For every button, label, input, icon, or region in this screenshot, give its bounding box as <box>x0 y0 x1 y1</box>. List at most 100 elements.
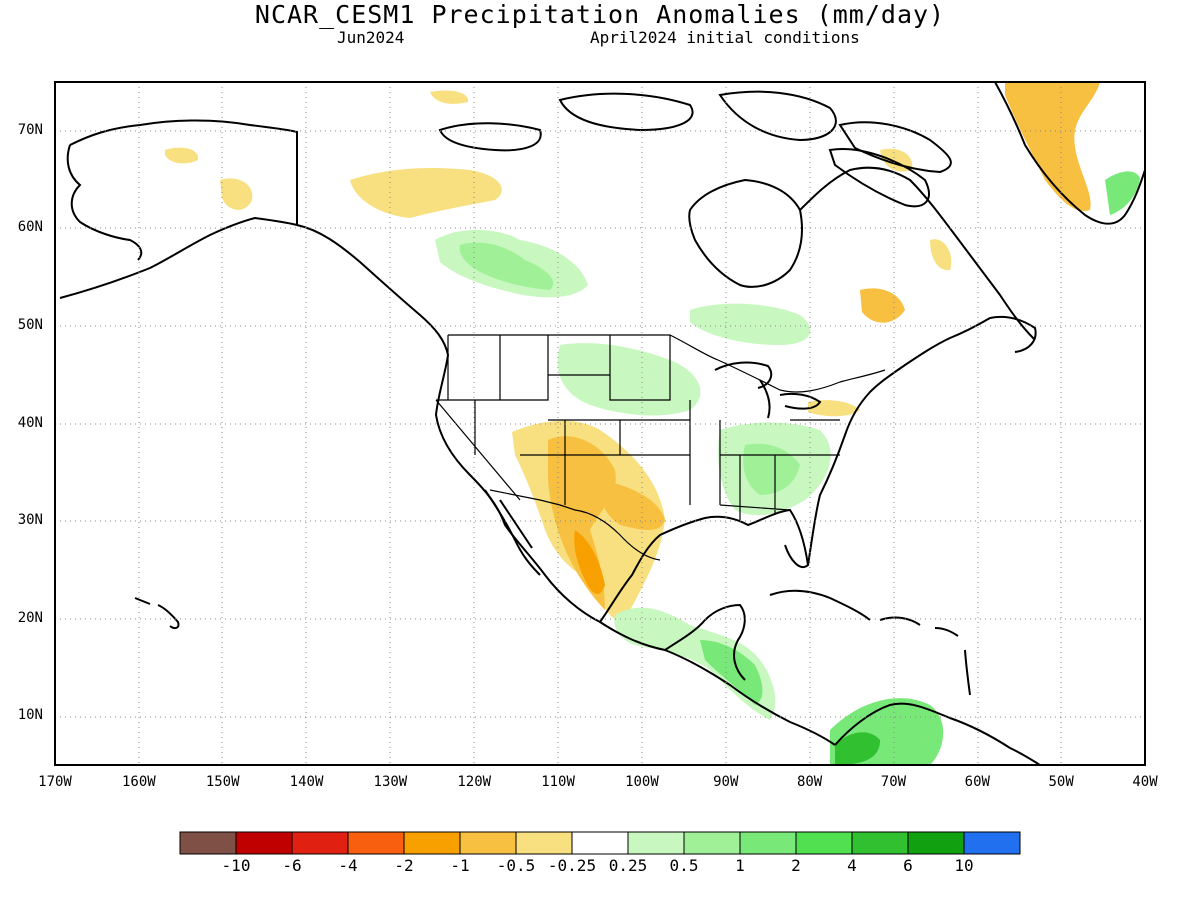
colorbar-label: -2 <box>394 856 414 875</box>
dry-region-texas <box>599 480 665 530</box>
arctic-island-2 <box>558 92 694 132</box>
initial-conditions: April2024 initial conditions <box>590 28 860 47</box>
x-tick-label: 60W <box>964 774 990 790</box>
arctic-island-3 <box>718 90 837 142</box>
map-content <box>55 82 1145 765</box>
colorbar-swatch <box>235 831 293 855</box>
yucatan-coast <box>664 603 746 681</box>
hispaniola <box>879 616 921 626</box>
y-tick-label: 60N <box>17 219 43 236</box>
dry-region-quebec-1 <box>860 288 905 323</box>
chart-title: NCAR_CESM1 Precipitation Anomalies (mm/d… <box>254 0 946 29</box>
south-america-coast <box>834 702 1041 765</box>
colorbar-swatch <box>515 831 573 855</box>
colorbar-label: -1 <box>450 856 470 875</box>
greenland-coast <box>994 82 1145 225</box>
colorbar-swatch <box>291 831 349 855</box>
wet-region-ontario <box>690 303 811 345</box>
map-frame <box>54 81 1146 766</box>
x-tick-label: 110W <box>541 774 575 790</box>
colorbar-label: 10 <box>954 856 974 875</box>
colorbar-label: 4 <box>847 856 857 875</box>
x-tick-label: 50W <box>1048 774 1074 790</box>
colorbar <box>179 831 1021 855</box>
colorbar-label: 0.25 <box>608 856 648 875</box>
colorbar-swatch <box>907 831 965 855</box>
y-tick-label: 10N <box>17 707 43 724</box>
great-lakes <box>714 361 822 419</box>
anomaly-shading <box>165 82 1140 765</box>
x-tick-label: 80W <box>796 774 823 790</box>
colorbar-label: 2 <box>791 856 801 875</box>
coastlines <box>59 82 1145 765</box>
wet-region-central-america-core <box>700 640 763 705</box>
dry-region-alaska-1 <box>220 178 253 210</box>
x-tick-label: 90W <box>713 774 739 790</box>
colorbar-label: 6 <box>903 856 913 875</box>
colorbar-label: -0.5 <box>496 856 536 875</box>
wet-region-northern-plains <box>557 343 701 416</box>
labrador-coast <box>799 166 1036 341</box>
colorbar-swatch <box>627 831 685 855</box>
y-tick-label: 70N <box>17 121 43 138</box>
colorbar-swatch <box>403 831 461 855</box>
hawaii <box>134 597 180 630</box>
arctic-island-4 <box>838 121 952 174</box>
gridlines <box>55 82 1145 765</box>
x-tick-label: 150W <box>205 774 240 790</box>
y-tick-label: 50N <box>17 316 43 333</box>
dry-region-yukon <box>350 168 502 218</box>
colorbar-swatch <box>571 831 629 855</box>
y-tick-label: 30N <box>17 512 43 529</box>
hudson-bay <box>688 178 803 288</box>
forecast-month: Jun2024 <box>337 28 405 47</box>
political-boundaries <box>296 132 886 561</box>
dry-region-alaska-2 <box>165 147 199 164</box>
baja-coast <box>484 489 541 576</box>
us-mexico-border <box>489 489 661 561</box>
colorbar-label: 0.5 <box>669 856 699 875</box>
colorbar-label: -6 <box>282 856 302 875</box>
colorbar-swatch <box>795 831 853 855</box>
x-tick-label: 120W <box>457 774 492 790</box>
dry-region-mexico-core <box>574 530 605 595</box>
cuba <box>769 589 871 621</box>
colorbar-swatch <box>179 831 237 855</box>
dry-region-arctic-2 <box>430 90 469 104</box>
dry-region-greenland <box>1005 82 1100 211</box>
y-tick-label: 20N <box>17 609 43 626</box>
colorbar-label: -0.25 <box>547 856 597 875</box>
baffin-island <box>828 148 930 208</box>
colorbar-swatch <box>347 831 405 855</box>
wet-region-western-canada-core <box>459 242 554 290</box>
colorbar-label: -4 <box>338 856 358 875</box>
x-tick-label: 130W <box>373 774 408 790</box>
wet-region-southeast-core <box>743 443 800 495</box>
dry-region-quebec-2 <box>930 239 952 271</box>
arctic-island-1 <box>438 122 542 152</box>
colorbar-label: 1 <box>735 856 745 875</box>
x-tick-label: 170W <box>38 774 72 790</box>
y-tick-label: 40N <box>17 414 43 431</box>
alaska-coast <box>59 119 298 299</box>
colorbar-label: -10 <box>221 856 251 875</box>
colorbar-swatch <box>963 831 1021 855</box>
caribbean-islands <box>934 627 971 696</box>
x-tick-label: 70W <box>880 774 907 790</box>
state-lines <box>435 335 840 520</box>
gulf-coast <box>599 508 810 623</box>
x-tick-label: 40W <box>1132 774 1158 790</box>
x-tick-label: 100W <box>625 774 659 790</box>
pacific-coast <box>296 224 836 746</box>
dry-region-northeast-us <box>808 400 860 417</box>
us-canada-border <box>448 334 886 393</box>
x-tick-label: 160W <box>121 774 156 790</box>
wet-region-greenland <box>1105 171 1140 215</box>
colorbar-swatch <box>459 831 517 855</box>
x-tick-label: 140W <box>289 774 324 790</box>
colorbar-swatch <box>683 831 741 855</box>
wet-region-south-america-core <box>835 732 880 765</box>
atlantic-coast <box>807 315 1037 566</box>
colorbar-swatch <box>739 831 797 855</box>
